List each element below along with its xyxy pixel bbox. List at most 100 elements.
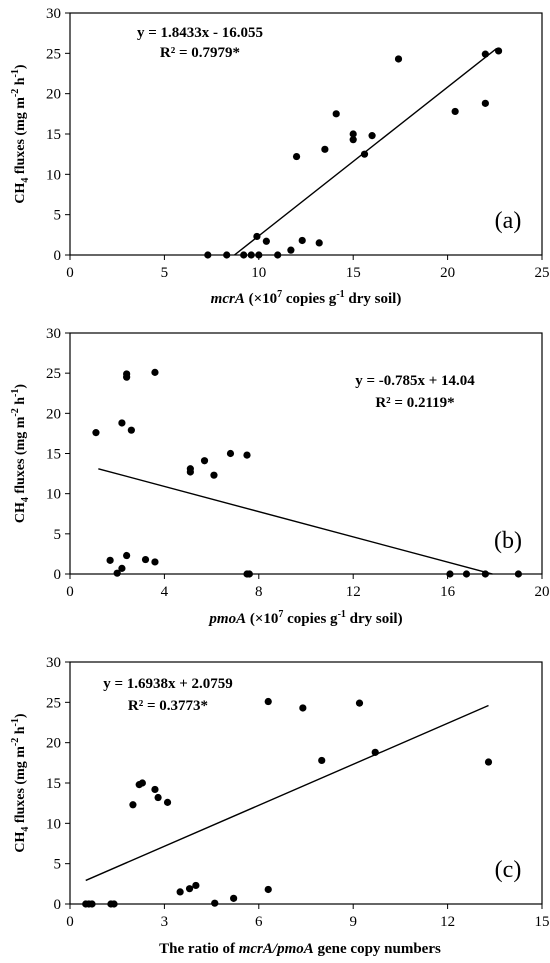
r-squared-label: R² = 0.7979*: [160, 45, 240, 61]
data-point: [211, 899, 219, 907]
data-point: [127, 426, 135, 434]
x-tick-label: 12: [346, 584, 361, 600]
data-point: [223, 251, 231, 259]
data-point: [118, 564, 126, 572]
x-axis-label: mcrA (×107 copies g-1 dry soil): [211, 289, 402, 307]
y-tick-label: 20: [46, 87, 61, 103]
data-point: [371, 748, 379, 756]
data-point: [360, 150, 369, 158]
y-tick-label: 5: [54, 857, 62, 873]
data-point: [141, 555, 150, 564]
data-point: [200, 457, 209, 465]
data-point: [394, 55, 403, 63]
y-axis-label: CH4 fluxes (mg m-2 h-1): [10, 384, 31, 523]
regression-equation: y = -0.785x + 14.04: [355, 373, 475, 389]
y-tick-label: 20: [46, 736, 61, 752]
data-point: [210, 471, 218, 479]
y-tick-label: 0: [54, 897, 62, 913]
data-point: [192, 881, 200, 890]
x-tick-label: 4: [161, 584, 169, 600]
data-point: [151, 558, 159, 566]
data-point: [154, 793, 162, 802]
panel-label: (c): [495, 857, 522, 883]
data-point: [151, 368, 159, 376]
data-point: [123, 370, 131, 378]
data-point: [186, 465, 194, 473]
data-point: [240, 251, 248, 259]
x-tick-label: 6: [255, 914, 263, 930]
data-point: [287, 246, 295, 254]
data-point: [106, 556, 114, 564]
x-axis-label: pmoA (×107 copies g-1 dry soil): [207, 609, 402, 627]
r-squared-label: R² = 0.2119*: [375, 395, 454, 411]
data-point: [226, 449, 235, 458]
y-tick-label: 10: [46, 487, 61, 503]
data-point: [332, 110, 340, 118]
data-point: [123, 551, 131, 560]
data-point: [92, 429, 100, 437]
x-tick-label: 0: [66, 265, 74, 281]
y-tick-label: 30: [46, 655, 61, 671]
y-tick-label: 20: [46, 406, 61, 422]
data-point: [129, 801, 137, 809]
data-point: [274, 251, 282, 259]
panel-label: (a): [495, 208, 522, 234]
y-tick-label: 15: [46, 776, 61, 792]
y-tick-label: 5: [54, 208, 62, 224]
y-tick-label: 10: [46, 816, 61, 832]
x-tick-label: 15: [535, 914, 550, 930]
x-tick-label: 12: [440, 914, 455, 930]
data-point: [299, 704, 307, 712]
regression-equation: y = 1.8433x - 16.055: [137, 25, 263, 41]
y-tick-label: 25: [46, 695, 61, 711]
y-tick-label: 30: [46, 326, 61, 342]
data-point: [264, 697, 272, 706]
x-tick-label: 8: [255, 584, 263, 600]
data-point: [318, 756, 326, 765]
y-tick-label: 25: [46, 46, 61, 62]
data-point: [255, 251, 263, 259]
y-axis-label: CH4 fluxes (mg m-2 h-1): [10, 713, 31, 852]
data-point: [176, 888, 184, 896]
data-point: [481, 50, 489, 58]
data-point: [185, 885, 194, 893]
y-tick-label: 0: [54, 567, 62, 583]
regression-equation: y = 1.6938x + 2.0759: [103, 676, 233, 692]
plot-frame: [69, 332, 543, 575]
x-tick-label: 3: [161, 914, 169, 930]
data-point: [245, 570, 253, 578]
panel-b: 0 4 8 12 16 20 0 5 10 15 20 25 30 y = -0.785x + 14.04…: [10, 326, 550, 627]
x-tick-label: 15: [346, 265, 361, 281]
panel-label: (b): [494, 528, 522, 554]
y-tick-label: 5: [54, 527, 62, 543]
y-tick-label: 15: [46, 127, 61, 143]
y-axis-label: CH4 fluxes (mg m-2 h-1): [10, 64, 31, 203]
regression-line: [98, 468, 493, 575]
data-point: [292, 152, 301, 161]
data-point: [243, 451, 251, 459]
x-tick-label: 9: [349, 914, 357, 930]
data-point: [484, 758, 493, 766]
data-point: [113, 569, 121, 577]
x-tick-label: 10: [251, 265, 266, 281]
data-point: [481, 99, 489, 107]
data-point: [230, 894, 238, 902]
data-point: [262, 237, 270, 245]
data-point: [368, 132, 376, 140]
x-tick-label: 16: [440, 584, 456, 600]
data-point: [514, 570, 523, 578]
x-axis-label: The ratio of mcrA/pmoA gene copy numbers: [159, 941, 441, 957]
panel-c: 0 3 6 9 12 15 0 5 10 15 20 25 30 y = 1.6938x + 2.0759…: [10, 655, 550, 957]
data-point: [355, 699, 364, 707]
x-tick-label: 20: [535, 584, 550, 600]
x-tick-label: 20: [440, 265, 455, 281]
y-tick-label: 15: [46, 447, 61, 463]
y-tick-label: 10: [46, 167, 61, 183]
data-point: [253, 232, 261, 241]
panel-a: 0 5 10 15 20 25 0 5 10 15 20 25 30 y = 1.8433x - 16.0…: [10, 6, 550, 307]
data-point: [494, 47, 503, 55]
data-point: [264, 885, 272, 894]
data-point: [247, 251, 255, 259]
data-point: [110, 900, 118, 908]
